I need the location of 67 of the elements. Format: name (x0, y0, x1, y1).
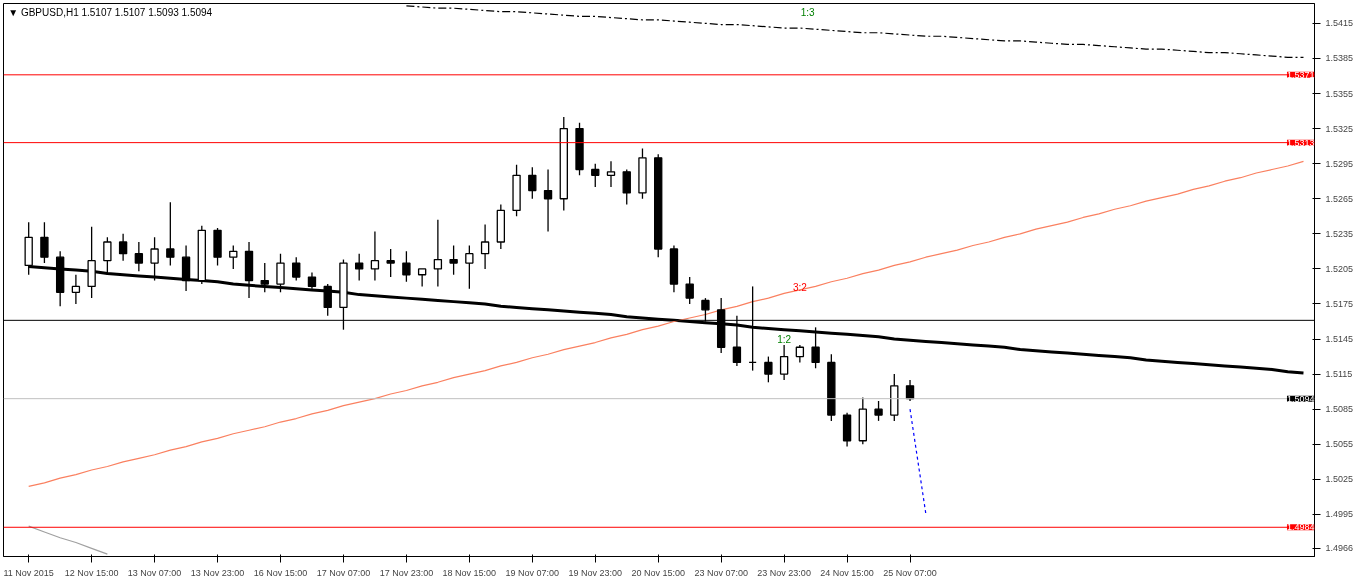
candlestick (118, 233, 128, 262)
candlestick (323, 283, 332, 317)
x-tick-label: 18 Nov 15:00 (442, 567, 497, 578)
y-tick-label: 1.5355 (1325, 88, 1354, 99)
candlestick (480, 223, 490, 270)
candlestick (685, 276, 694, 305)
y-tick-label: 1.4966 (1325, 543, 1354, 554)
x-tick-label: 12 Nov 15:00 (64, 567, 119, 578)
candlestick (71, 274, 81, 305)
ref-line-label: 1.4984 (1286, 522, 1315, 533)
x-tick-label: 17 Nov 07:00 (316, 567, 371, 578)
annotation: 3:2 (792, 282, 808, 294)
line-series (28, 525, 108, 555)
y-tick-label: 1.5115 (1325, 369, 1353, 380)
y-tick-label: 1.5175 (1325, 298, 1354, 309)
candlestick (465, 244, 474, 290)
y-tick-label: 1.5055 (1325, 439, 1354, 450)
ref-line-label: 1.5313 (1286, 137, 1315, 148)
candlestick (354, 253, 364, 282)
candlestick (811, 326, 820, 369)
y-tick-label: 1.5085 (1325, 404, 1354, 415)
candlestick (433, 219, 443, 288)
x-tick-label: 24 Nov 15:00 (820, 567, 874, 578)
x-tick-label: 11 Nov 2015 (3, 567, 54, 578)
ref-line-label: 1.5371 (1286, 69, 1315, 80)
x-tick-label: 19 Nov 07:00 (505, 567, 560, 578)
y-tick-label: 1.5205 (1325, 263, 1354, 274)
y-tick-label: 1.5235 (1325, 228, 1354, 239)
y-tick-label: 1.5145 (1325, 334, 1354, 345)
x-tick-label: 13 Nov 23:00 (190, 567, 245, 578)
candlestick (402, 250, 411, 283)
y-tick-label: 1.5415 (1325, 18, 1354, 29)
candlestick (449, 244, 458, 276)
candlestick (606, 160, 616, 188)
candlestick (40, 221, 49, 264)
y-tick-label: 1.5265 (1325, 193, 1354, 204)
x-tick-label: 17 Nov 23:00 (379, 567, 434, 578)
x-tick-label: 20 Nov 15:00 (631, 567, 685, 578)
annotation: 1:3 (800, 7, 816, 19)
y-tick-label: 1.5385 (1325, 53, 1354, 64)
candlestick (543, 168, 553, 233)
annotation: ▼ GBPUSD,H1 1.5107 1.5107 1.5093 1.5094 (8, 7, 213, 19)
candlestick (622, 168, 631, 206)
candlestick (417, 268, 427, 288)
candlestick (370, 230, 380, 282)
candlestick (779, 344, 789, 381)
ref-line-label: 1.5094 (1286, 393, 1315, 404)
x-tick-label: 19 Nov 23:00 (568, 567, 623, 578)
x-tick-label: 25 Nov 07:00 (883, 567, 937, 578)
x-tick-label: 13 Nov 07:00 (127, 567, 182, 578)
candlestick (229, 244, 238, 270)
candlestick (292, 256, 301, 282)
candlestick (591, 163, 600, 188)
candlestick (134, 241, 144, 272)
y-tick-label: 1.5295 (1325, 158, 1354, 169)
y-tick-label: 1.5025 (1325, 474, 1354, 485)
x-tick-label: 23 Nov 23:00 (757, 567, 811, 578)
x-tick-label: 16 Nov 15:00 (253, 567, 308, 578)
x-tick-label: 23 Nov 07:00 (694, 567, 748, 578)
candlestick (764, 355, 773, 383)
candlestick (528, 166, 537, 200)
candlestick (874, 400, 883, 422)
candlestick (386, 248, 395, 278)
candlestick (166, 201, 175, 267)
y-tick-label: 1.4995 (1325, 509, 1354, 520)
y-tick-label: 1.5325 (1325, 123, 1354, 134)
annotation: 1:2 (777, 333, 792, 345)
